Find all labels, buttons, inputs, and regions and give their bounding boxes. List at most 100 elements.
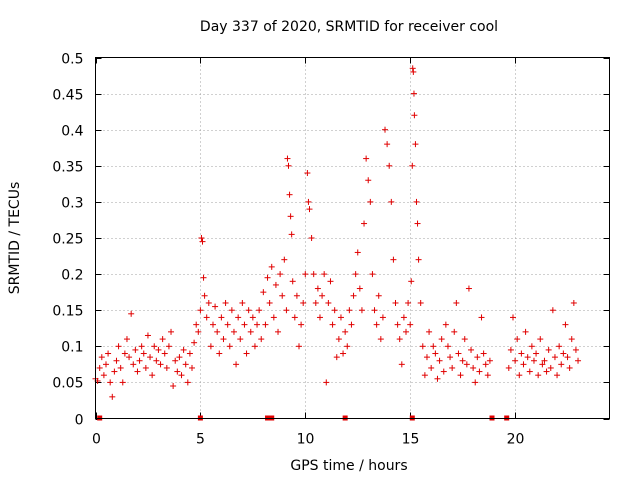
data-point (331, 307, 338, 314)
data-point (191, 339, 198, 346)
data-point (354, 249, 361, 256)
x-tick-label: 20 (507, 432, 525, 448)
data-point (486, 357, 493, 364)
data-point (402, 328, 409, 335)
data-point (419, 343, 426, 350)
data-point (340, 350, 347, 357)
data-point (302, 271, 309, 278)
data-point (423, 354, 430, 361)
data-point (268, 263, 275, 270)
data-point (507, 346, 514, 353)
data-point (459, 357, 466, 364)
data-point (275, 328, 282, 335)
data-point (155, 346, 162, 353)
data-point (369, 271, 376, 278)
data-point (161, 350, 168, 357)
data-point (119, 379, 126, 386)
data-point (474, 354, 481, 361)
data-point (107, 379, 114, 386)
data-point (140, 350, 147, 357)
data-point (482, 361, 489, 368)
plot-frame (95, 57, 610, 419)
data-point (198, 235, 205, 241)
data-point (570, 299, 577, 306)
data-point (130, 361, 137, 368)
data-point (386, 162, 393, 169)
data-point (408, 278, 415, 285)
data-point (285, 162, 292, 169)
data-point (172, 357, 179, 364)
data-point (547, 364, 554, 371)
data-point (168, 328, 175, 335)
data-point (266, 299, 273, 306)
data-point (214, 328, 221, 335)
data-point (451, 328, 458, 335)
data-point (258, 336, 265, 343)
data-point (111, 368, 118, 375)
data-point (564, 354, 571, 361)
y-tick-label: 0.15 (52, 304, 83, 320)
data-point (193, 321, 200, 328)
data-point (344, 343, 351, 350)
data-point (327, 278, 334, 285)
data-point (566, 364, 573, 371)
data-point (243, 350, 250, 357)
data-point (115, 343, 122, 350)
y-axis-label: SRMTID / TECUs (7, 182, 23, 295)
data-point (545, 346, 552, 353)
data-point (428, 364, 435, 371)
data-point (329, 321, 336, 328)
x-axis-label: GPS time / hours (290, 458, 407, 474)
data-point (363, 155, 370, 162)
data-point (319, 292, 326, 299)
data-point (264, 274, 271, 281)
data-point (575, 357, 582, 364)
data-point (421, 372, 428, 379)
data-point (186, 350, 193, 357)
data-point (361, 220, 368, 227)
data-point (254, 321, 261, 328)
data-point (151, 343, 158, 350)
data-point (444, 343, 451, 350)
data-point (226, 343, 233, 350)
data-point (375, 292, 382, 299)
data-point (109, 393, 116, 400)
data-point (249, 314, 256, 321)
data-point (560, 350, 567, 357)
data-points-layer (92, 65, 582, 400)
data-point (237, 336, 244, 343)
data-point (417, 299, 424, 306)
data-point (310, 271, 317, 278)
data-point (505, 364, 512, 371)
data-point (235, 314, 242, 321)
data-point (572, 346, 579, 353)
data-point (530, 357, 537, 364)
data-point (520, 361, 527, 368)
data-point (365, 177, 372, 184)
data-point (316, 314, 323, 321)
data-point (568, 336, 575, 343)
data-point (233, 361, 240, 368)
y-tick-label: 0.5 (61, 52, 83, 68)
y-tick-label: 0.25 (52, 232, 83, 248)
data-point (323, 379, 330, 386)
data-point (549, 307, 556, 314)
data-point (142, 364, 149, 371)
data-point (400, 314, 407, 321)
data-point (105, 350, 112, 357)
data-point (440, 368, 447, 375)
data-point (138, 343, 145, 350)
data-point (539, 361, 546, 368)
data-point (209, 321, 216, 328)
data-point (480, 350, 487, 357)
y-tick-label: 0.1 (61, 340, 83, 356)
data-point (289, 278, 296, 285)
data-point (382, 126, 389, 133)
data-point (279, 292, 286, 299)
data-point (270, 314, 277, 321)
data-point (390, 256, 397, 263)
data-point (149, 372, 156, 379)
data-point (205, 299, 212, 306)
data-point (157, 361, 164, 368)
data-point (337, 314, 344, 321)
